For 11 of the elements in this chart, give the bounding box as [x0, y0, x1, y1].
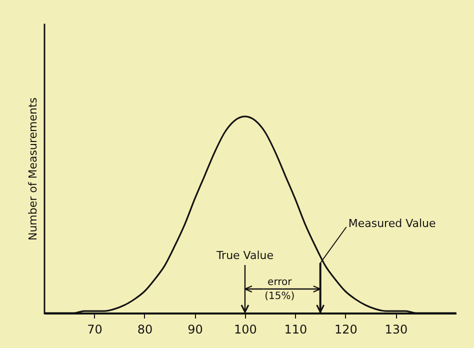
x-tick-label: 100 [234, 322, 257, 336]
x-tick-label: 110 [284, 322, 308, 336]
x-tick-label: 90 [188, 322, 203, 336]
x-tick-label: 130 [384, 322, 408, 336]
x-tick-label: 120 [334, 322, 358, 336]
y-axis-title: Number of Measurements [26, 97, 40, 241]
x-tick-label: 70 [87, 322, 102, 336]
x-tick-label: 80 [137, 322, 153, 336]
ref-line-label: Measured Value [348, 217, 436, 230]
ref-line-label: True Value [215, 249, 274, 262]
annotation: error (15%) [264, 277, 295, 302]
